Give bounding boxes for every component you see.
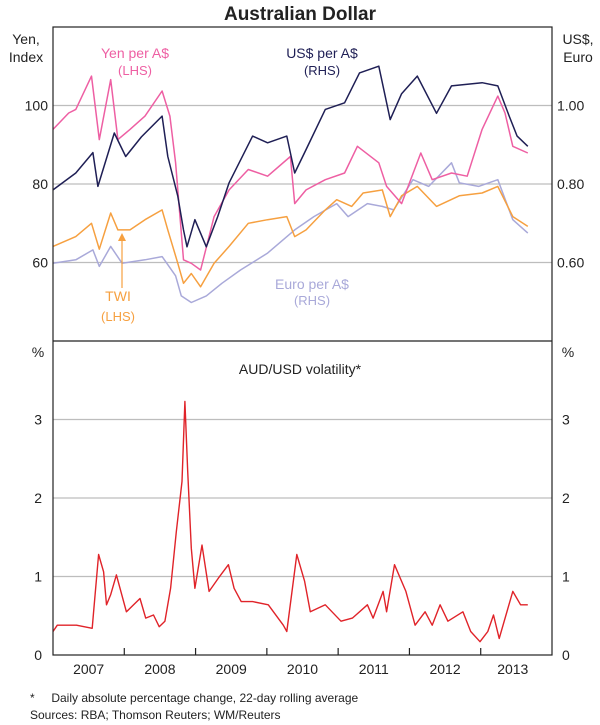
footnote: * Daily absolute percentage change, 22-d… — [30, 691, 359, 705]
left-tick-label: 80 — [32, 176, 48, 192]
series-line-twi — [52, 185, 529, 288]
series-line-volatility — [52, 400, 528, 643]
left-tick-label: 3 — [34, 412, 42, 428]
right-tick-label: 1.00 — [557, 98, 584, 114]
right-tick-label: 0.60 — [557, 255, 584, 271]
x-tick-label: 2013 — [497, 661, 528, 677]
x-tick-label: 2011 — [359, 661, 389, 677]
left-tick-label: 2 — [34, 490, 42, 506]
right-tick-label: 0 — [562, 647, 570, 663]
twi-series-label: TWI — [105, 288, 131, 304]
left-tick-label: 1 — [34, 569, 42, 585]
bottom-right-axis-label: % — [562, 344, 574, 360]
x-tick-label: 2007 — [73, 661, 104, 677]
usd-series-label: US$ per A$ — [286, 45, 358, 61]
sources-note: Sources: RBA; Thomson Reuters; WM/Reuter… — [30, 708, 281, 722]
left-tick-label: 0 — [34, 647, 42, 663]
series-line-euro — [52, 162, 529, 304]
twi-series-sublabel: (LHS) — [101, 309, 135, 324]
top-right-axis-label-1: US$, — [562, 31, 593, 47]
top-right-axis-label-2: Euro — [563, 49, 593, 65]
usd-series-sublabel: (RHS) — [304, 63, 340, 78]
x-tick-label: 2012 — [429, 661, 460, 677]
top-left-axis-label-2: Index — [9, 49, 43, 65]
euro-series-sublabel: (RHS) — [294, 293, 330, 308]
left-tick-label: 60 — [32, 255, 48, 271]
x-tick-label: 2008 — [144, 661, 175, 677]
right-tick-label: 2 — [562, 490, 570, 506]
right-tick-label: 3 — [562, 412, 570, 428]
x-tick-label: 2009 — [216, 661, 247, 677]
series-line-usd — [52, 65, 529, 248]
right-tick-label: 1 — [562, 569, 570, 585]
bottom-left-axis-label: % — [32, 344, 44, 360]
yen-series-label: Yen per A$ — [101, 45, 169, 61]
left-tick-label: 100 — [25, 98, 49, 114]
right-tick-label: 0.80 — [557, 176, 584, 192]
volatility-panel-title: AUD/USD volatility* — [239, 361, 362, 377]
euro-series-label: Euro per A$ — [275, 276, 349, 292]
top-left-axis-label-1: Yen, — [12, 31, 40, 47]
chart-title: Australian Dollar — [224, 4, 377, 25]
twi-arrowhead — [118, 233, 126, 241]
yen-series-sublabel: (LHS) — [118, 63, 152, 78]
x-tick-label: 2010 — [287, 661, 318, 677]
